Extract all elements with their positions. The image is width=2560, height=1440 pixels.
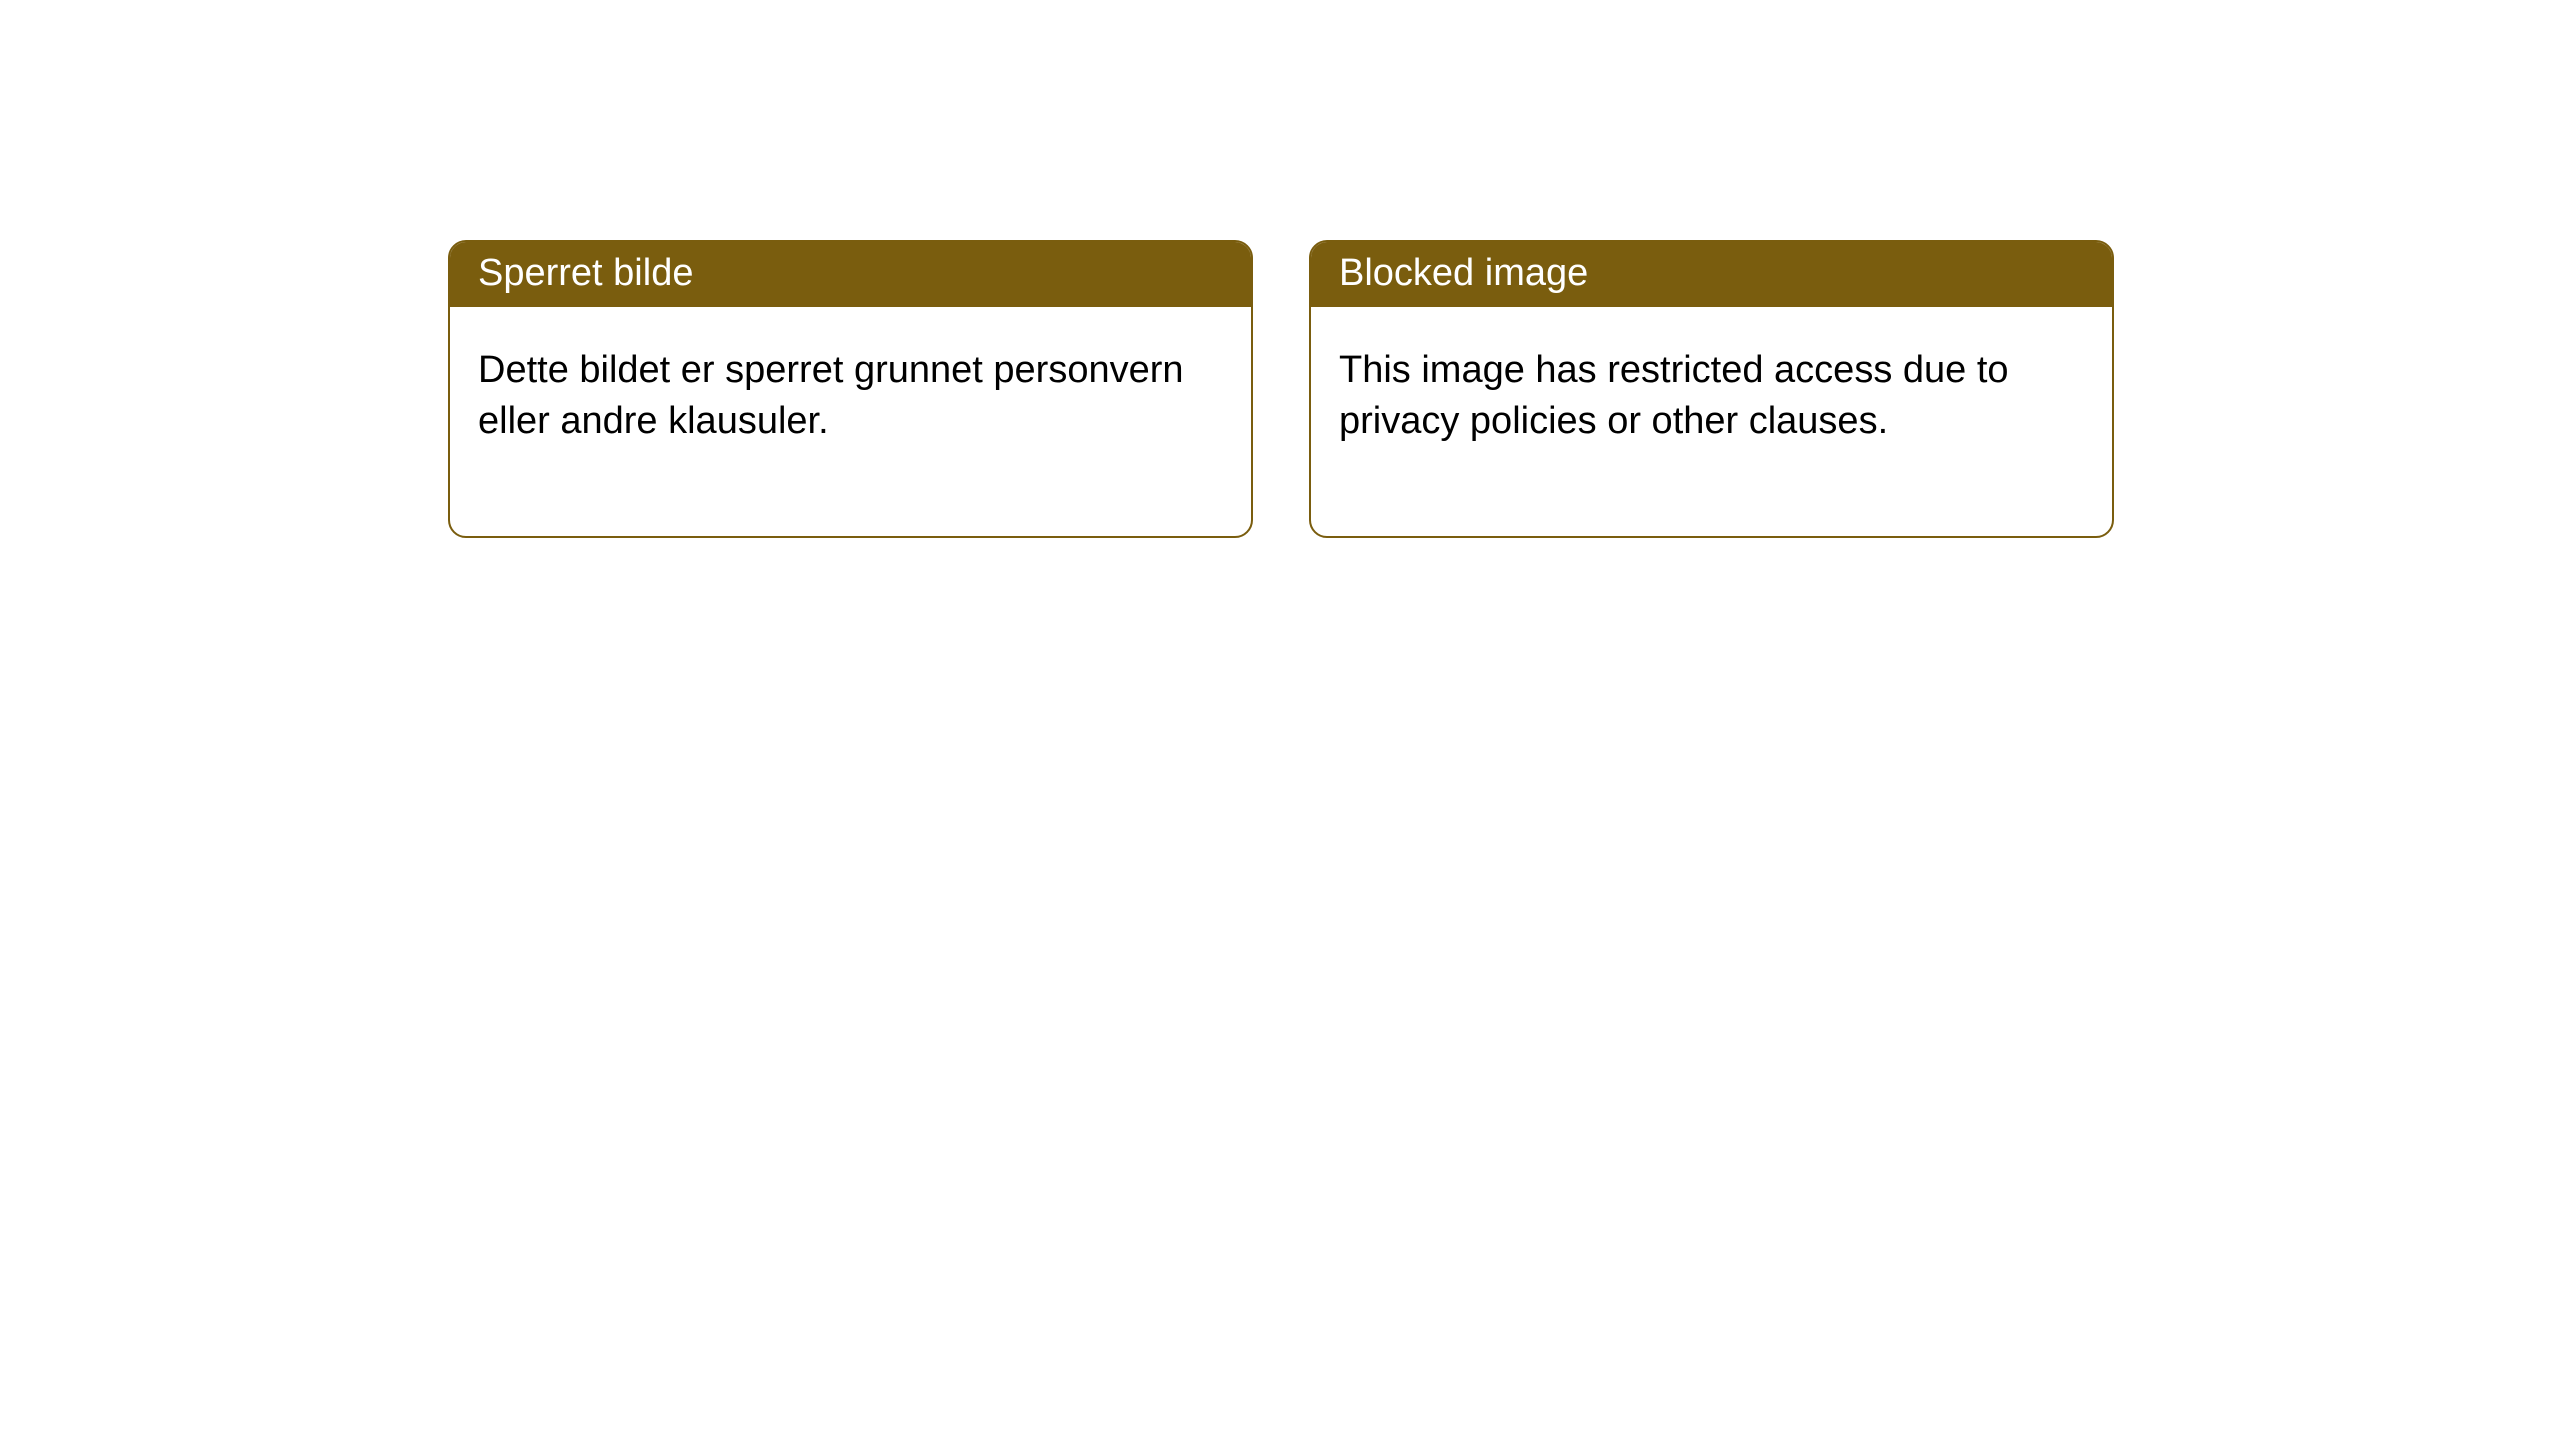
card-body: This image has restricted access due to … bbox=[1311, 307, 2112, 536]
card-header: Sperret bilde bbox=[450, 242, 1251, 307]
blocked-image-card-norwegian: Sperret bilde Dette bildet er sperret gr… bbox=[448, 240, 1253, 538]
card-header: Blocked image bbox=[1311, 242, 2112, 307]
notice-container: Sperret bilde Dette bildet er sperret gr… bbox=[0, 0, 2560, 538]
blocked-image-card-english: Blocked image This image has restricted … bbox=[1309, 240, 2114, 538]
card-body: Dette bildet er sperret grunnet personve… bbox=[450, 307, 1251, 536]
